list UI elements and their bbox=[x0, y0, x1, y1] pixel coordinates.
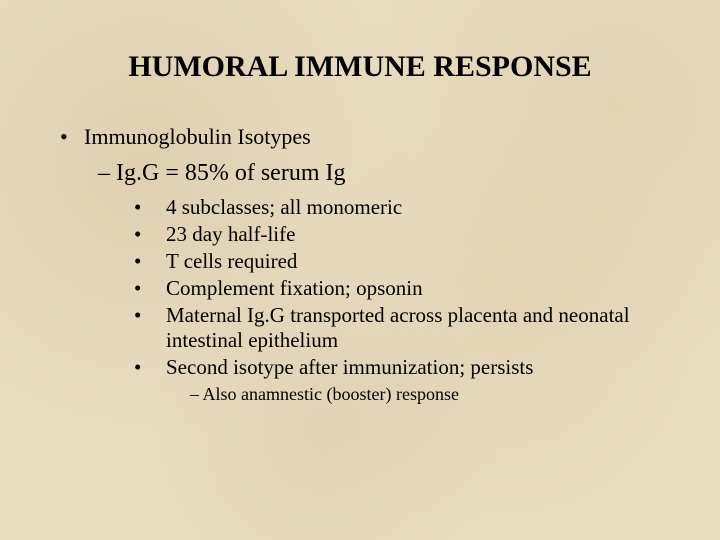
level1-item: •Immunoglobulin Isotypes bbox=[40, 124, 680, 150]
dash-icon: – bbox=[190, 384, 199, 404]
level3-item: •Maternal Ig.G transported across placen… bbox=[150, 303, 680, 353]
level2-item: – Ig.G = 85% of serum Ig bbox=[98, 160, 680, 187]
bullet-icon: • bbox=[150, 355, 166, 380]
level3-item: •4 subclasses; all monomeric bbox=[150, 195, 680, 220]
level3-text: Second isotype after immunization; persi… bbox=[166, 355, 533, 379]
bullet-icon: • bbox=[60, 124, 84, 150]
level3-text: 23 day half-life bbox=[166, 222, 295, 246]
level3-item: •23 day half-life bbox=[150, 222, 680, 247]
slide-container: HUMORAL IMMUNE RESPONSE •Immunoglobulin … bbox=[0, 0, 720, 540]
level3-item: •T cells required bbox=[150, 249, 680, 274]
bullet-icon: • bbox=[150, 249, 166, 274]
bullet-icon: • bbox=[150, 195, 166, 220]
slide-title: HUMORAL IMMUNE RESPONSE bbox=[40, 50, 680, 84]
level3-text: Maternal Ig.G transported across placent… bbox=[166, 303, 630, 352]
level2-text: Ig.G = 85% of serum Ig bbox=[116, 160, 346, 186]
level4-text: Also anamnestic (booster) response bbox=[203, 384, 459, 404]
level3-text: T cells required bbox=[166, 249, 297, 273]
bullet-icon: • bbox=[150, 222, 166, 247]
level3-text: 4 subclasses; all monomeric bbox=[166, 195, 402, 219]
bullet-icon: • bbox=[150, 303, 166, 328]
dash-icon: – bbox=[98, 160, 110, 186]
level1-text: Immunoglobulin Isotypes bbox=[84, 124, 311, 149]
level3-text: Complement fixation; opsonin bbox=[166, 276, 423, 300]
level4-item: – Also anamnestic (booster) response bbox=[190, 384, 680, 405]
level3-item: •Complement fixation; opsonin bbox=[150, 276, 680, 301]
level3-item: •Second isotype after immunization; pers… bbox=[150, 355, 680, 380]
bullet-icon: • bbox=[150, 276, 166, 301]
